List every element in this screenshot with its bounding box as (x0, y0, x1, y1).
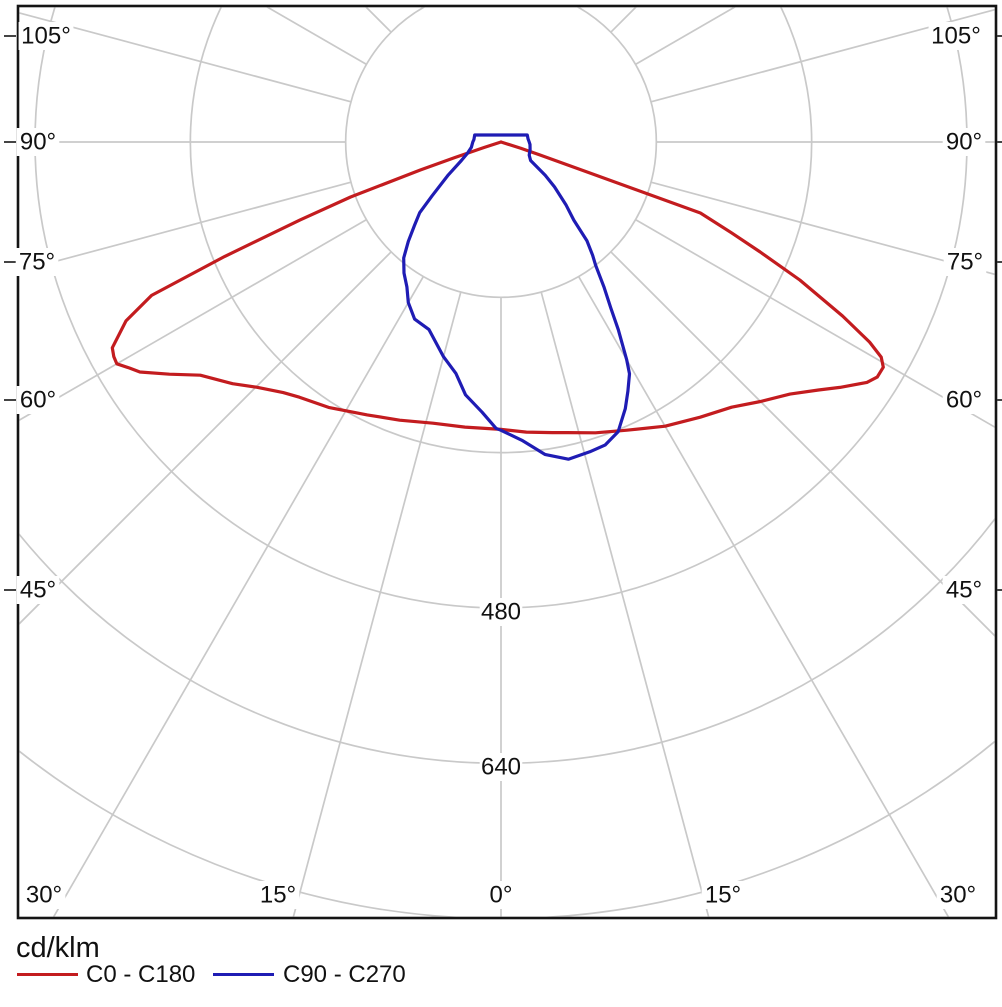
angle-label-right-75-bg (943, 248, 987, 276)
grid-ray-75 (650, 181, 995, 276)
angle-label-bottom-3-bg (701, 881, 745, 909)
ring-label-640: 640 (481, 754, 521, 781)
ring-label-480-bg (479, 598, 523, 626)
angle-label-bottom-3: 15° (705, 882, 741, 909)
angle-label-right-105-bg (928, 22, 984, 50)
curve-c90-c270 (402, 133, 632, 461)
angle-label-left-105-bg (18, 22, 74, 50)
grid-ray--105 (19, 12, 352, 103)
angle-label-right-90: 90° (946, 129, 982, 156)
grid-ray--15 (292, 291, 462, 917)
angle-label-bottom-4-bg (936, 881, 980, 909)
curves (110, 133, 885, 461)
angle-label-left-60: 60° (20, 387, 56, 414)
grid-ray-45 (610, 251, 995, 637)
grid-ray--30 (52, 276, 425, 917)
grid-ray--45 (19, 251, 392, 625)
angle-label-bottom-4: 30° (940, 882, 976, 909)
angle-label-bottom-0: 30° (26, 882, 62, 909)
angle-label-right-60-bg (942, 386, 986, 414)
angle-label-left-45-bg (16, 576, 60, 604)
angle-label-left-60-bg (16, 386, 60, 414)
angle-label-left-75: 75° (19, 249, 55, 276)
grid-ray-60 (635, 218, 995, 428)
grid-ray-15 (540, 291, 710, 917)
angle-label-right-60: 60° (946, 387, 982, 414)
angle-label-right-75: 75° (947, 249, 983, 276)
ring-label-640-bg (479, 753, 523, 781)
angle-label-right-45-bg (942, 576, 986, 604)
grid-ray--60 (19, 218, 367, 421)
angle-label-right-105: 105° (931, 23, 981, 50)
angle-label-left-45: 45° (20, 577, 56, 604)
angle-label-right-90-bg (942, 128, 986, 156)
angle-label-left-90: 90° (20, 129, 56, 156)
ring-label-480: 480 (481, 599, 521, 626)
angle-label-bottom-2: 0° (490, 882, 513, 909)
angle-label-left-90-bg (16, 128, 60, 156)
angle-label-left-105: 105° (21, 23, 71, 50)
plot-frame (16, 4, 998, 920)
grid-ray-105 (650, 8, 995, 103)
angle-label-right-45: 45° (946, 577, 982, 604)
angle-label-bottom-1: 15° (260, 882, 296, 909)
grid-ring-160 (344, 7, 658, 299)
angle-label-bottom-2-bg (485, 881, 517, 909)
angle-label-bottom-1-bg (256, 881, 300, 909)
grid-ray--75 (19, 181, 352, 272)
grid-ray-30 (577, 276, 950, 917)
angle-label-left-75-bg (15, 248, 59, 276)
curve-c0-c180 (110, 140, 885, 435)
angle-label-bottom-0-bg (22, 881, 66, 909)
frame-ticks (4, 35, 1002, 591)
